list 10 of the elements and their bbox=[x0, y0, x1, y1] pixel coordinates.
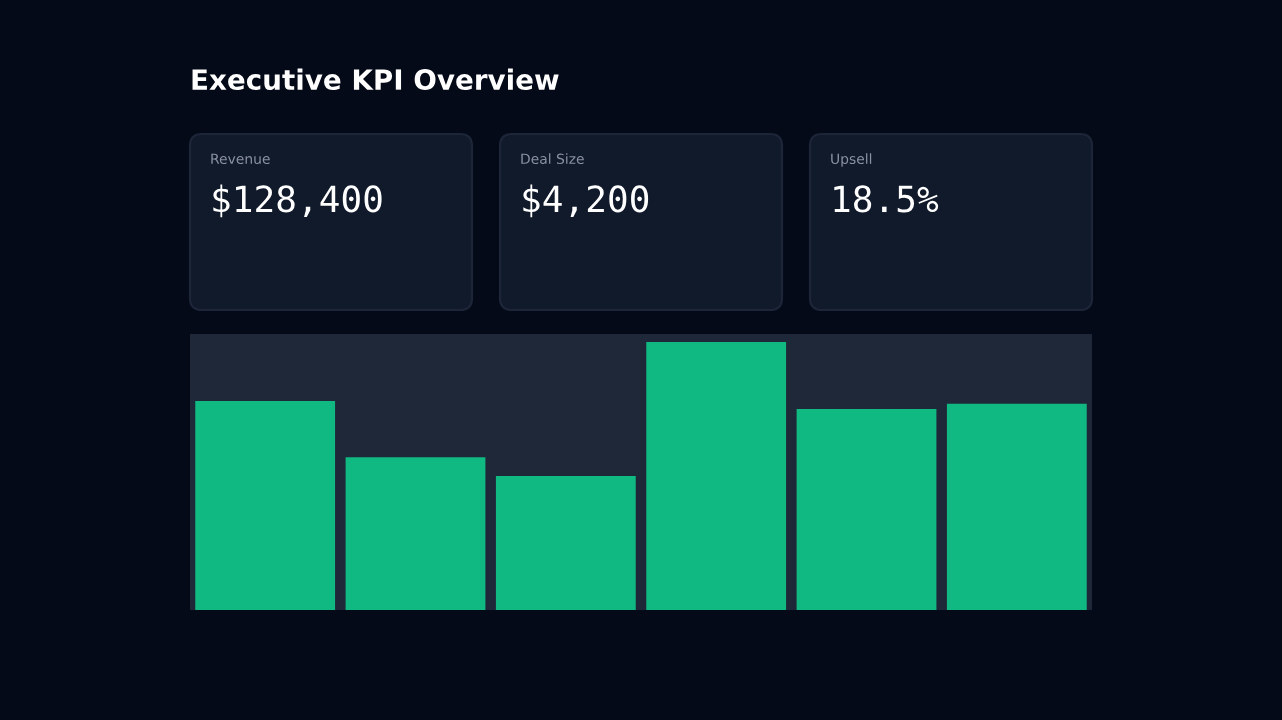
bar bbox=[946, 403, 1087, 610]
bar bbox=[195, 400, 336, 610]
text: Executive KPI Overview bbox=[192, 68, 559, 91]
text: $128,400 bbox=[213, 184, 382, 218]
text: $4,200 bbox=[523, 184, 649, 218]
bar bbox=[345, 457, 486, 610]
bar bbox=[495, 476, 636, 610]
text: 18.5% bbox=[834, 185, 939, 213]
bar bbox=[796, 409, 937, 610]
bar bbox=[646, 342, 787, 610]
